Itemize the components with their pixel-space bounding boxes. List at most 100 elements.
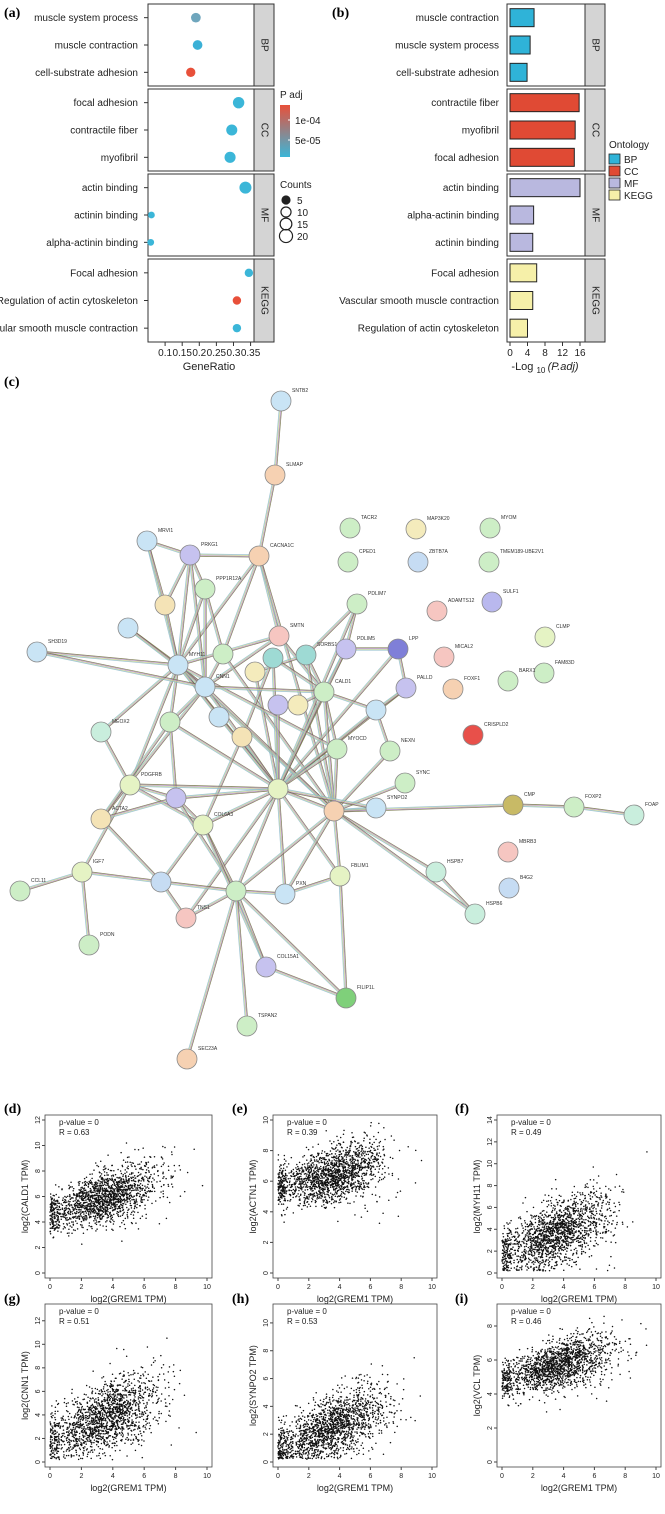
network-edge <box>278 749 338 791</box>
node-label-sulf1: SULF1 <box>503 589 519 595</box>
data-point <box>605 1240 607 1243</box>
data-point <box>130 1172 133 1174</box>
node-label-meox2: MEOX2 <box>112 719 130 725</box>
data-point <box>115 1195 118 1197</box>
data-point <box>55 1207 57 1209</box>
x-tick-label: 0 <box>276 1284 280 1291</box>
x-tick-label: 2 <box>79 1284 83 1291</box>
data-point <box>105 1210 108 1213</box>
data-point <box>338 1160 341 1162</box>
data-point <box>313 1193 315 1195</box>
data-point <box>119 1225 121 1228</box>
term-label: myofibril <box>462 126 499 137</box>
data-point <box>144 1189 146 1191</box>
network-edge <box>101 665 180 734</box>
data-point <box>577 1217 580 1219</box>
network-edge <box>202 787 278 825</box>
data-point <box>137 1211 139 1214</box>
data-point <box>325 1162 328 1164</box>
data-point <box>529 1235 531 1237</box>
data-point <box>299 1187 302 1190</box>
node-foxp2 <box>563 796 585 818</box>
data-point <box>332 1183 335 1186</box>
node-meox2 <box>90 721 112 743</box>
data-point <box>78 1192 80 1195</box>
data-point <box>96 1228 98 1230</box>
y-tick-label: 14 <box>487 1116 494 1124</box>
data-point <box>521 1240 523 1243</box>
data-point <box>95 1219 97 1221</box>
data-point <box>526 1243 528 1245</box>
data-point <box>82 1226 84 1229</box>
x-tick-label: 2 <box>531 1284 535 1291</box>
data-point <box>170 1177 172 1179</box>
data-point <box>517 1269 519 1271</box>
node-label-mbrb3: MBRB3 <box>519 839 536 845</box>
data-point <box>349 1145 352 1147</box>
data-point <box>314 1170 317 1173</box>
data-point <box>322 1201 325 1203</box>
facet-strip-kegg <box>584 258 606 343</box>
facet-label-bp: BP <box>258 38 269 52</box>
data-point <box>109 1193 111 1195</box>
node-cped1 <box>337 551 359 573</box>
data-point <box>303 1196 305 1199</box>
data-point <box>390 1135 393 1137</box>
data-point <box>113 1209 116 1211</box>
network-edge <box>81 785 131 873</box>
data-point <box>107 1208 109 1211</box>
data-point <box>546 1225 548 1228</box>
data-point <box>359 1165 361 1168</box>
data-point <box>283 1158 286 1160</box>
data-point <box>358 1188 361 1191</box>
data-point <box>132 1180 134 1182</box>
data-point <box>299 1202 301 1205</box>
data-point <box>342 1141 345 1143</box>
data-point <box>362 1157 364 1159</box>
data-point <box>82 1217 84 1220</box>
data-point <box>295 1182 297 1184</box>
data-point <box>316 1198 318 1200</box>
data-point <box>298 1179 300 1181</box>
data-point <box>329 1166 332 1168</box>
data-point <box>120 1200 122 1203</box>
network-edge <box>258 474 275 556</box>
data-point <box>325 1129 327 1132</box>
data-point <box>335 1201 337 1203</box>
data-point <box>330 1161 332 1164</box>
data-point <box>111 1164 113 1167</box>
plot-area-e <box>272 1114 438 1279</box>
data-point <box>285 1160 287 1162</box>
data-point <box>321 1169 323 1172</box>
data-point <box>332 1189 335 1191</box>
data-point <box>542 1246 544 1248</box>
data-point <box>83 1218 85 1220</box>
data-point <box>566 1209 569 1212</box>
data-point <box>289 1194 292 1197</box>
data-point <box>118 1198 121 1201</box>
data-point <box>337 1139 339 1142</box>
data-point <box>327 1184 329 1187</box>
node-label-pdgfrb: PDGFRB <box>141 772 163 778</box>
data-point <box>340 1179 342 1182</box>
data-point <box>62 1228 65 1230</box>
data-point <box>122 1213 124 1215</box>
data-point <box>304 1204 306 1207</box>
data-point <box>360 1183 363 1186</box>
data-point <box>351 1131 353 1134</box>
data-point <box>341 1187 343 1190</box>
data-point <box>318 1186 321 1189</box>
data-point <box>288 1172 290 1174</box>
data-point <box>60 1203 62 1205</box>
network-edge <box>190 553 260 556</box>
data-point <box>543 1228 546 1231</box>
data-point <box>147 1196 150 1198</box>
data-point <box>112 1180 114 1182</box>
data-point <box>277 1154 280 1156</box>
data-point <box>54 1224 56 1226</box>
data-point <box>72 1189 74 1192</box>
network-edge <box>278 649 400 791</box>
data-point <box>355 1155 358 1158</box>
node-mcal2 <box>433 646 455 668</box>
data-point <box>578 1225 581 1227</box>
